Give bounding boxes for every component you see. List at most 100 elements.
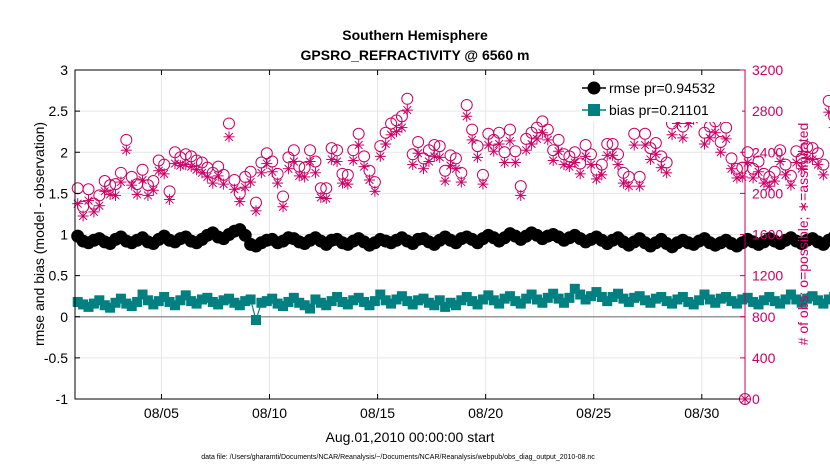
obs-assimilated-point — [110, 189, 122, 201]
bias-point — [213, 299, 224, 310]
obs-possible-point — [82, 183, 95, 196]
obs-assimilated-point — [304, 156, 316, 168]
bias-point — [110, 297, 121, 308]
bias-point — [359, 296, 370, 307]
bias-point — [315, 297, 326, 308]
obs-assimilated-point — [126, 179, 138, 191]
left-y-tick-label: 0 — [60, 309, 68, 325]
obs-assimilated-point — [245, 176, 257, 188]
bias-point — [672, 294, 683, 305]
bias-point — [121, 298, 132, 309]
obs-assimilated-point — [531, 133, 543, 145]
obs-assimilated-point — [634, 180, 646, 192]
obs-assimilated-point — [185, 161, 197, 173]
bias-point — [791, 294, 802, 305]
obs-assimilated-point — [596, 169, 608, 181]
bias-point — [731, 298, 742, 309]
obs-possible-point — [352, 127, 365, 140]
obs-possible-point — [433, 140, 446, 153]
bias-point — [537, 297, 548, 308]
obs-assimilated-point — [493, 138, 505, 150]
obs-assimilated-point — [191, 164, 203, 176]
data-file-footnote: data file: /Users/gharamti/Documents/NCA… — [201, 454, 595, 461]
obs-assimilated-point — [477, 178, 489, 190]
obs-assimilated-point — [228, 183, 240, 195]
obs-assimilated-point — [266, 166, 278, 178]
bias-point — [115, 293, 126, 304]
right-y-axis-label: # of obs: o=possible; ∗=assimilated — [795, 123, 811, 346]
bias-point — [202, 292, 213, 303]
bias-point — [386, 298, 397, 309]
obs-possible-point — [471, 140, 484, 153]
bias-point — [564, 292, 575, 303]
obs-assimilated-point — [520, 144, 532, 156]
bias-point — [332, 292, 343, 303]
obs-possible-point — [822, 94, 830, 107]
bias-point — [596, 292, 607, 303]
bias-point — [142, 295, 153, 306]
bias-point — [413, 295, 424, 306]
bias-point — [807, 291, 818, 302]
bias-point — [521, 293, 532, 304]
bias-point — [337, 296, 348, 307]
obs-assimilated-point — [780, 169, 792, 181]
obs-assimilated-point — [428, 150, 440, 162]
obs-assimilated-point — [412, 147, 424, 159]
bias-point — [769, 296, 780, 307]
obs-possible-point — [395, 110, 408, 123]
x-tick-label: 08/30 — [684, 405, 719, 421]
obs-assimilated-point — [369, 185, 381, 197]
obs-assimilated-point — [401, 104, 413, 116]
chart-subtitle: GPSRO_REFRACTIVITY @ 6560 m — [301, 47, 530, 63]
bias-point — [542, 292, 553, 303]
obs-possible-point — [503, 123, 516, 136]
obs-assimilated-point — [720, 133, 732, 145]
right-y-tick-label: 3200 — [752, 62, 783, 78]
bias-point — [467, 296, 478, 307]
bias-point — [164, 296, 175, 307]
bias-point — [418, 293, 429, 304]
obs-assimilated-point — [72, 198, 84, 210]
bias-point — [764, 292, 775, 303]
obs-assimilated-point — [553, 145, 565, 157]
obs-assimilated-point — [504, 135, 516, 147]
bias-point — [483, 290, 494, 301]
bias-point — [88, 298, 99, 309]
x-axis-ticks: 08/05 08/10 08/15 08/20 08/25 08/30 — [144, 70, 719, 421]
obs-assimilated-point — [542, 134, 554, 146]
obs-assimilated-point — [536, 127, 548, 139]
obs-assimilated-point — [709, 127, 721, 139]
obs-assimilated-point — [282, 163, 294, 175]
bias-point — [78, 299, 89, 310]
bias-point — [802, 293, 813, 304]
bias-point — [342, 299, 353, 310]
obs-assimilated-point — [158, 168, 170, 180]
obs-assimilated-point — [77, 210, 89, 222]
obs-assimilated-point — [666, 129, 678, 141]
obs-assimilated-point — [812, 159, 824, 171]
bias-point — [510, 296, 521, 307]
bias-point — [499, 293, 510, 304]
obs-assimilated-point — [569, 157, 581, 169]
bias-point — [440, 301, 451, 312]
obs-assimilated-point — [736, 171, 748, 183]
right-y-tick-label: 2000 — [752, 185, 783, 201]
bias-point — [488, 295, 499, 306]
obs-assimilated-point — [363, 174, 375, 186]
obs-assimilated-point — [174, 160, 186, 172]
bias-point — [623, 296, 634, 307]
bias-point — [780, 294, 791, 305]
obs-assimilated-point — [147, 184, 159, 196]
obs-assimilated-point — [164, 194, 176, 206]
bias-point — [391, 294, 402, 305]
bias-point — [153, 296, 164, 307]
left-y-tick-label: -0.5 — [44, 350, 68, 366]
obs-possible-point — [331, 144, 344, 157]
bias-point — [531, 294, 542, 305]
bias-point — [180, 290, 191, 301]
bias-point — [450, 300, 461, 311]
obs-assimilated-point — [380, 138, 392, 150]
obs-assimilated-point — [293, 170, 305, 182]
obs-assimilated-point — [196, 167, 208, 179]
